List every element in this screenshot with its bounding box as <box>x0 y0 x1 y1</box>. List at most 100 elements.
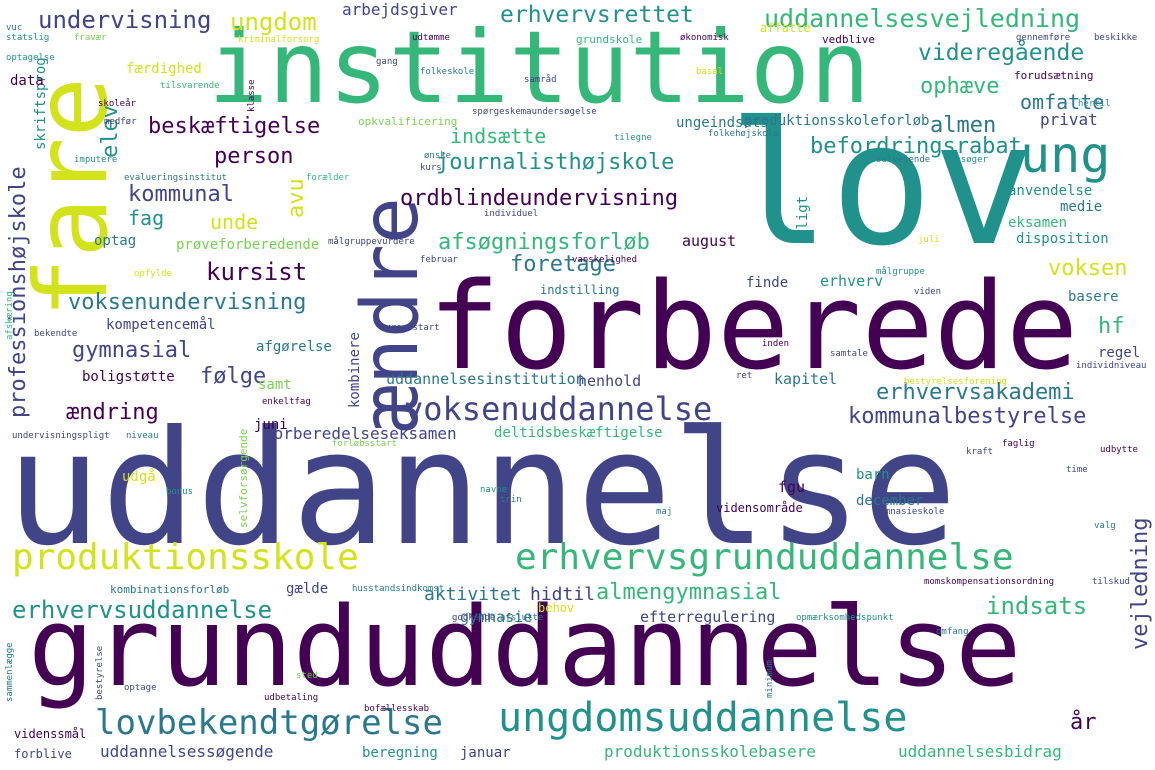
word-vejledning: vejledning <box>1128 517 1153 650</box>
word-tilegne: tilegne <box>614 133 652 143</box>
word-trin: trin <box>500 495 522 505</box>
word-hertil: hertil <box>1078 99 1111 109</box>
word-erhvervsuddannelse: erhvervsuddannelse <box>12 596 273 624</box>
word-afslutte: afslutte <box>500 613 544 623</box>
word-godkende: godkende <box>452 613 496 623</box>
word-regel: regel <box>1098 345 1141 361</box>
word-individuel: individuel <box>484 209 539 219</box>
word-institution: institution <box>208 9 871 126</box>
word-maj: maj <box>656 507 673 517</box>
word-deltidsbeskaeftigelse: deltidsbeskæftigelse <box>494 425 663 441</box>
word-faerdighed: færdighed <box>126 61 202 77</box>
word-barn: barn <box>856 467 890 483</box>
word-fag: fag <box>128 206 165 230</box>
word-samtale: samtale <box>830 349 868 359</box>
word-inden: inden <box>762 339 790 349</box>
word-kapitel: kapitel <box>774 370 838 388</box>
word-kommunalbestyrelse: kommunalbestyrelse <box>848 404 1087 429</box>
word-selvforsorgende: selvforsørgende <box>237 428 250 528</box>
word-bekendte: bekendte <box>34 329 78 339</box>
word-opmaerksomhedspunkt: opmærksomhedspunkt <box>796 613 894 623</box>
word-folkeskole: folkeskole <box>420 67 475 77</box>
word-sammenlaegge: sammenlægge <box>5 642 15 702</box>
word-folge: følge <box>200 364 267 389</box>
word-faglig: faglig <box>1002 439 1035 449</box>
word-uddannelsessogende: uddannelsessøgende <box>100 742 274 761</box>
word-gennemfore: gennemføre <box>1016 33 1071 43</box>
word-produktionsskolebasere: produktionsskolebasere <box>604 742 816 761</box>
word-kursist: kursist <box>206 258 308 286</box>
word-august: august <box>682 232 737 250</box>
word-bofaellesskab: bofællesskab <box>364 704 430 714</box>
word-omfang: omfang <box>936 627 969 637</box>
word-boligstotte: boligstøtte <box>82 369 175 385</box>
word-grundskole: grundskole <box>576 33 643 46</box>
word-fravaer: fravær <box>74 33 107 43</box>
word-anvendelse: anvendelse <box>1008 183 1093 199</box>
word-maalgruppevurdere: målgruppevurdere <box>328 237 415 247</box>
word-indsaette: indsætte <box>450 124 547 148</box>
word-unde: unde <box>210 210 259 234</box>
word-erhvervsrettet: erhvervsrettet <box>500 2 694 28</box>
word-udbetaling: udbetaling <box>264 693 319 703</box>
word-vuc: vuc <box>6 23 23 33</box>
word-opkvalificering: opkvalificering <box>358 115 458 128</box>
word-ung: ung <box>1020 126 1111 184</box>
word-ungdomsuddannelse: ungdomsuddannelse <box>498 695 908 741</box>
word-individniveau: individniveau <box>1076 361 1147 371</box>
word-gymnasieskole: gymnasieskole <box>874 507 945 517</box>
word-beskikke: beskikke <box>1094 33 1138 43</box>
word-kursusstart: kursusstart <box>380 323 440 333</box>
word-ophaeve: ophæve <box>920 74 1000 99</box>
word-basal: basal <box>696 67 724 77</box>
word-uddannelse: uddannelse <box>6 397 958 581</box>
word-juni: juni <box>254 417 288 433</box>
word-voksenundervisning: voksenundervisning <box>68 290 307 315</box>
word-forberede: forberede <box>428 258 1079 397</box>
word-juli: juli <box>918 235 940 245</box>
word-december: december <box>856 493 924 509</box>
word-ungeindsats: ungeindsats <box>676 115 769 131</box>
word-lov: lov <box>728 86 1036 284</box>
word-henhold: henhold <box>578 372 642 390</box>
word-tilskud: tilskud <box>1092 577 1130 587</box>
word-viden: viden <box>914 287 942 297</box>
word-udbytte: udbytte <box>1100 445 1138 455</box>
word-vanskelighed: vanskelighed <box>572 255 638 265</box>
word-avu: avu <box>284 178 309 218</box>
word-afgorelse: afgørelse <box>256 339 332 355</box>
word-kombinere: kombinere <box>347 332 363 408</box>
word-optagelse: optagelse <box>6 53 55 63</box>
word-udgaa: udgå <box>122 469 156 485</box>
word-journalisthojskole: journalisthøjskole <box>436 150 675 175</box>
word-ret: ret <box>736 371 753 381</box>
word-optage: optage <box>124 683 157 693</box>
word-vedblive: vedblive <box>822 33 875 46</box>
word-samt: samt <box>258 377 292 393</box>
word-omfatte: omfatte <box>1020 90 1105 114</box>
word-husstandsindkomst: husstandsindkomst <box>352 584 445 594</box>
word-kriminalforsorg: kriminalforsorg <box>238 35 320 45</box>
word-bestyrelsesforening: bestyrelsesforening <box>904 377 1007 387</box>
word-optag: optag <box>94 233 137 249</box>
word-befordringsrabat: befordringsrabat <box>810 134 1022 159</box>
word-evalueringsinstitut: evalueringsinstitut <box>124 173 227 183</box>
word-aktivitet: aktivitet <box>424 584 522 605</box>
word-arbejdsgiver: arbejdsgiver <box>342 0 458 19</box>
word-erhvervsakademi: erhvervsakademi <box>876 380 1075 405</box>
word-afskaering: afskæring <box>5 291 15 340</box>
word-kommunal: kommunal <box>128 182 234 207</box>
word-efterregulering: efterregulering <box>640 608 776 626</box>
word-januar: januar <box>460 745 511 761</box>
word-minimum: minimum <box>765 660 775 698</box>
word-erhvervsgrunduddannelse: erhvervsgrunduddannelse <box>515 537 1014 578</box>
word-voksenuddannelse: voksenuddannelse <box>404 390 713 428</box>
word-statslig: statslig <box>6 33 50 43</box>
word-affatte: affatte <box>760 21 811 35</box>
word-uddannelsesvejledning: uddannelsesvejledning <box>764 4 1081 33</box>
word-hidtil: hidtil <box>530 584 596 605</box>
word-kombinationsforlob: kombinationsforløb <box>110 583 230 596</box>
word-produktionsskoleforlob: produktionsskoleforløb <box>744 113 930 129</box>
word-privat: privat <box>1040 110 1098 129</box>
word-skriftsprog: skriftsprog <box>33 57 49 150</box>
